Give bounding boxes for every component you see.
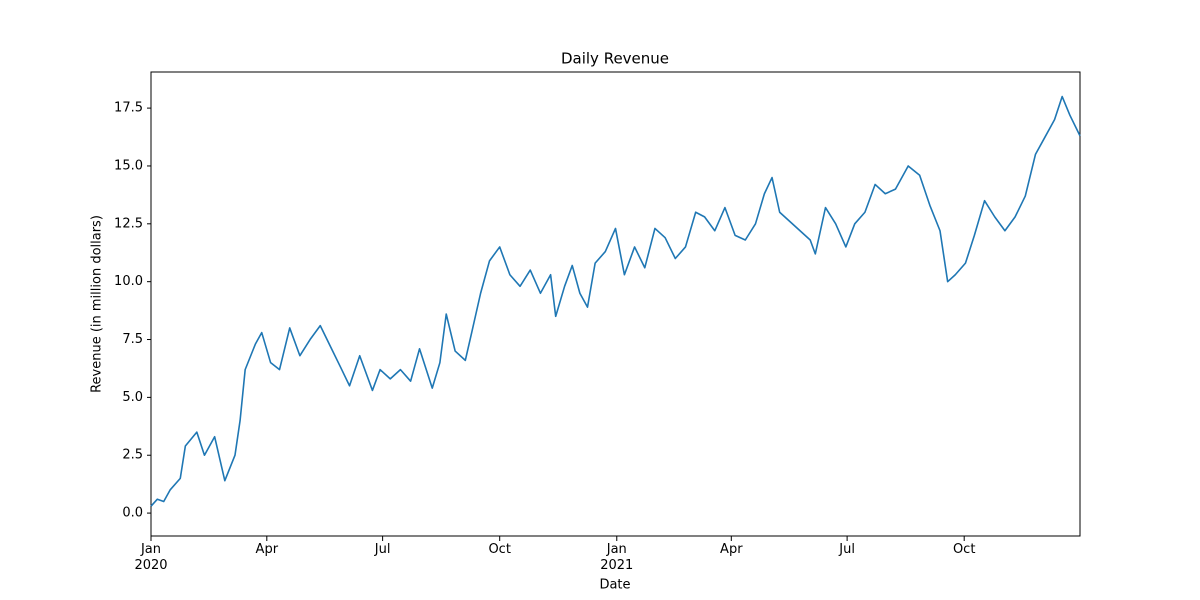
plot-frame [150,71,1081,537]
line [150,95,1081,507]
x-tick-label: Oct [488,542,511,557]
y-tick-label: 12.5 [114,216,143,231]
x-tick-label: Jan 2021 [600,542,634,573]
x-tick-label: Jul [839,542,855,557]
y-tick-label: 2.5 [122,448,143,463]
y-tick-label: 0.0 [122,506,143,521]
x-tick-label: Oct [952,542,976,557]
x-tick-label: Jul [374,542,391,557]
y-tick-label: 10.0 [114,274,143,289]
chart-title: Daily Revenue [561,50,669,68]
y-tick-label: 15.0 [114,158,143,173]
x-tick-label: Apr [255,542,279,557]
y-tick-label: 5.0 [122,390,143,405]
y-tick-label: 7.5 [122,332,143,347]
y-tick-label: 17.5 [114,101,143,116]
y-axis-label: Revenue (in million dollars) [90,215,105,393]
x-tick-label: Apr [720,542,743,557]
x-axis-label: Date [599,578,630,593]
x-tick-label: Jan 2020 [134,542,168,573]
